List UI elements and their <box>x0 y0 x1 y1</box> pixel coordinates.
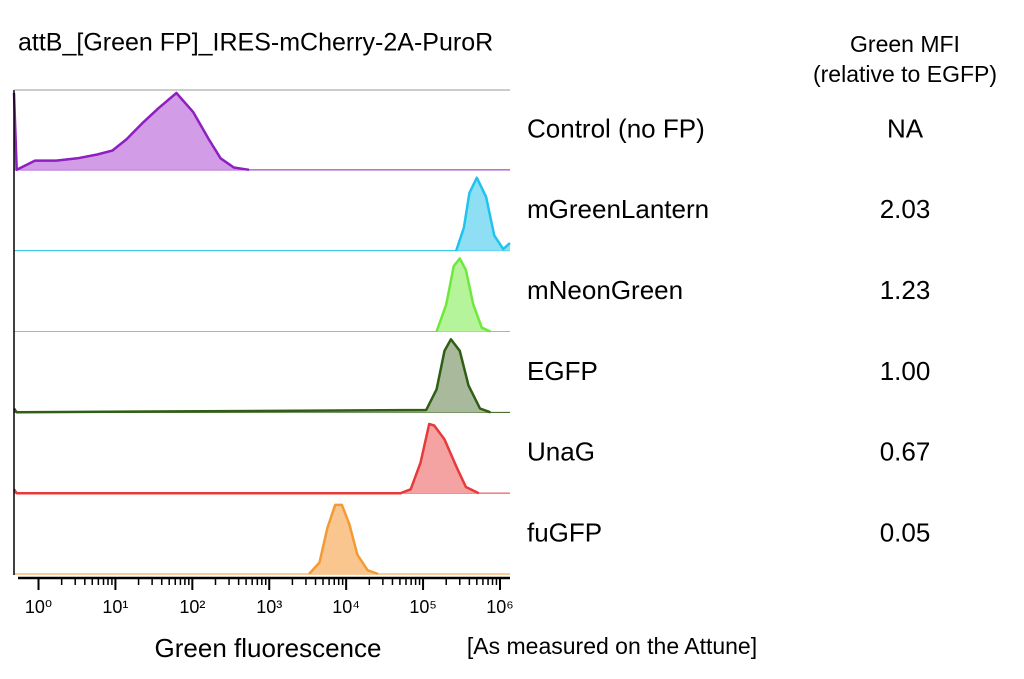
mfi-value: 2.03 <box>880 194 931 224</box>
x-tick-label: 10² <box>179 597 205 617</box>
x-tick-label: 10¹ <box>102 597 128 617</box>
histogram-area <box>14 424 479 494</box>
mfi-value: 1.23 <box>880 275 931 305</box>
x-tick-label: 10⁶ <box>486 597 513 617</box>
mfi-value: 0.67 <box>880 437 931 467</box>
histogram-line <box>12 338 491 414</box>
x-tick-label: 10⁰ <box>25 597 52 617</box>
series-name: mGreenLantern <box>527 194 709 224</box>
mfi-value: NA <box>887 113 924 143</box>
histogram-area <box>309 504 379 574</box>
series-name: mNeonGreen <box>527 275 683 305</box>
mfi-value: 1.00 <box>880 356 931 386</box>
histogram-area <box>14 339 491 413</box>
note: [As measured on the Attune] <box>467 633 757 659</box>
x-axis-label: Green fluorescence <box>155 633 382 663</box>
series-name: fuGFP <box>527 517 602 547</box>
x-tick-label: 10³ <box>256 597 282 617</box>
histogram-line <box>455 176 511 252</box>
histogram-line <box>308 503 379 576</box>
x-tick-label: 10⁵ <box>409 597 436 617</box>
histogram-line <box>12 91 250 172</box>
chart-title: attB_[Green FP]_IRES-mCherry-2A-PuroR <box>18 29 493 57</box>
column-title: Green MFI <box>850 31 960 57</box>
histogram-line <box>12 422 480 495</box>
series-name: Control (no FP) <box>527 113 705 143</box>
column-title: (relative to EGFP) <box>813 61 997 87</box>
histogram-area <box>14 93 249 170</box>
x-tick-label: 10⁴ <box>332 597 360 617</box>
series-name: EGFP <box>527 356 598 386</box>
mfi-value: 0.05 <box>880 517 931 547</box>
histogram-line <box>435 257 491 333</box>
histogram-area <box>436 258 491 332</box>
series-name: UnaG <box>527 437 595 467</box>
